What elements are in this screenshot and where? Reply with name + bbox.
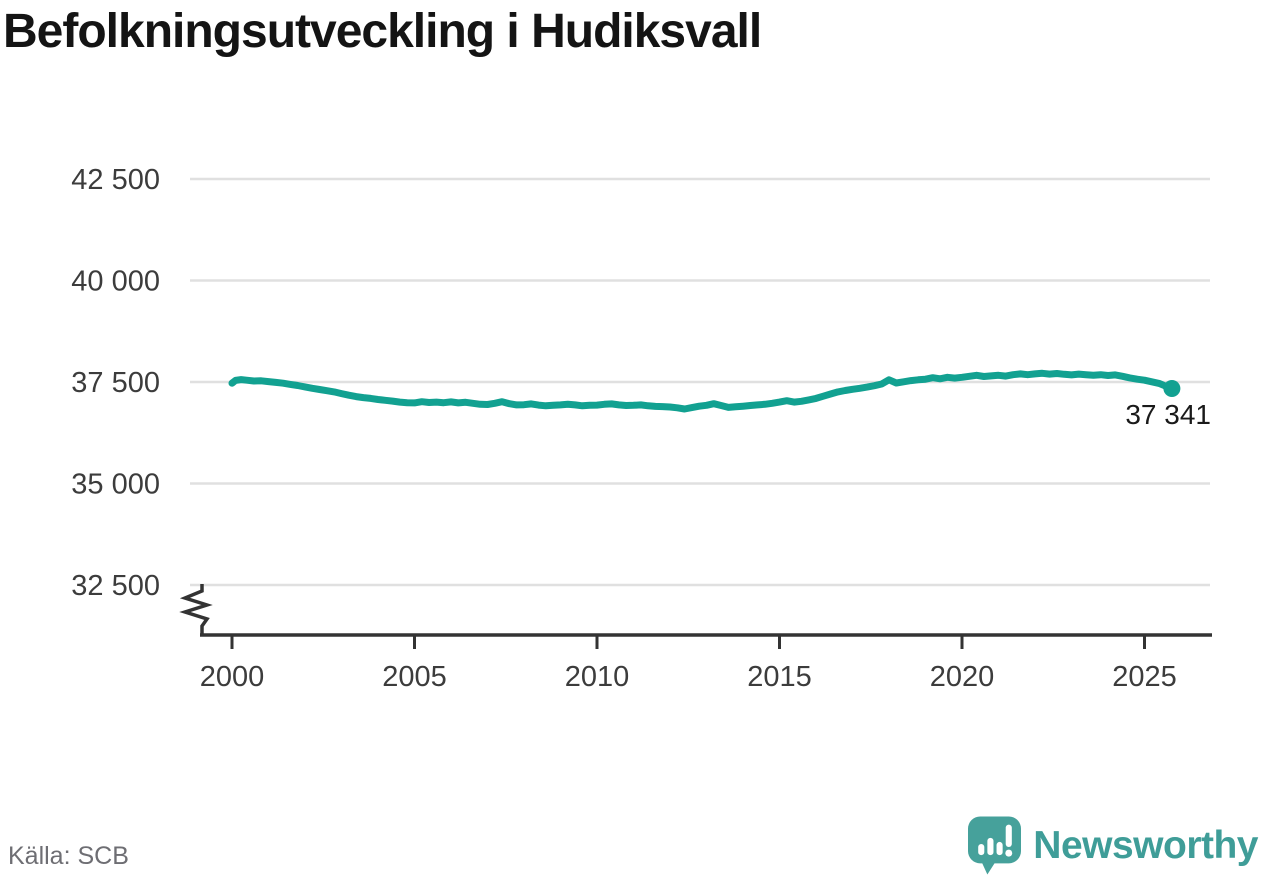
x-tick-label: 2000 — [200, 661, 265, 693]
y-tick-label: 37 500 — [71, 367, 160, 399]
y-tick-label: 32 500 — [71, 570, 160, 602]
logo-bar-icon — [987, 837, 994, 856]
logo-bar-icon — [996, 841, 1003, 856]
y-axis-break-icon — [179, 584, 213, 634]
x-tick-label: 2020 — [930, 661, 995, 693]
source-note: Källa: SCB — [8, 842, 129, 870]
endpoint-value-label: 37 341 — [1125, 399, 1211, 430]
logo-bar-icon — [978, 843, 985, 856]
logo-exclamation-icon — [1005, 824, 1013, 848]
newsworthy-logo-text: Newsworthy — [1033, 824, 1258, 867]
y-tick-label: 42 500 — [71, 164, 160, 196]
endpoint-dot — [1163, 380, 1181, 397]
population-line — [228, 369, 1176, 413]
chart-title: Befolkningsutveckling i Hudiksvall — [3, 5, 762, 58]
newsworthy-logo: Newsworthy — [968, 816, 1258, 876]
x-tick-label: 2005 — [382, 661, 447, 693]
y-tick-label: 35 000 — [71, 469, 160, 501]
newsworthy-logo-icon — [968, 816, 1022, 875]
y-tick-label: 40 000 — [71, 266, 160, 298]
x-tick-label: 2010 — [565, 661, 630, 693]
x-tick-label: 2015 — [747, 661, 812, 693]
logo-exclamation-dot — [1005, 849, 1013, 857]
population-line-chart: 42 500 40 000 37 500 35 000 32 500 2000 2005 20… — [71, 164, 1212, 693]
logo-bubble-shape — [968, 816, 1022, 875]
x-tick-label: 2025 — [1112, 661, 1177, 693]
